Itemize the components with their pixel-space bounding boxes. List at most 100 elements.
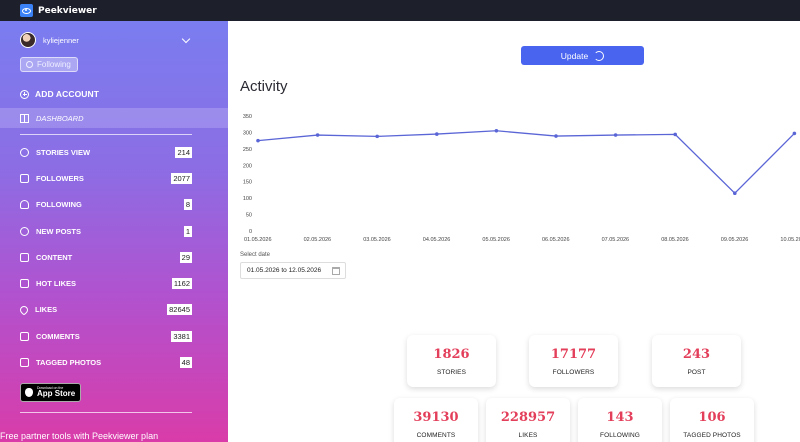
x-tick-label: 01.05.2026 [244,237,272,243]
promo-text: Free partner tools with Peekviewer plan [0,431,159,441]
check-circle-icon [26,61,33,68]
date-range-value: 01.05.2026 to 12.05.2026 [247,267,322,274]
app-store-button[interactable]: Download on the App Store [20,383,81,402]
sidebar-item-label: TAGGED PHOTOS [36,358,102,368]
select-date-label: Select date [240,252,271,258]
sidebar-item-followers[interactable]: FOLLOWERS 2077 [20,165,192,191]
stat-card-post: 243 POST [652,335,741,387]
data-point[interactable] [435,132,439,136]
stat-label: LIKES [518,432,538,439]
data-point[interactable] [733,191,737,196]
plus-circle-icon [20,89,29,99]
y-tick-label: 300 [243,130,252,136]
stat-value: 17177 [550,347,597,362]
add-account-button[interactable]: ADD ACCOUNT [20,89,99,99]
stat-label: FOLLOWING [600,432,640,439]
x-tick-label: 04.05.2026 [423,237,451,243]
sidebar-item-label: CONTENT [36,252,73,262]
x-tick-label: 09.05.2026 [721,237,749,243]
sidebar-item-label: NEW POSTS [36,226,82,236]
sidebar-item-comments[interactable]: COMMENTS 3381 [20,323,192,349]
data-point[interactable] [494,128,499,133]
bulb-icon [20,226,29,236]
sidebar-item-stories-view[interactable]: STORIES VIEW 214 [20,139,192,165]
count-badge: 1 [183,225,192,237]
following-button-label: Following [37,60,71,69]
stat-label: POST [687,369,706,376]
brand-name: Peekviewer [38,5,97,16]
stat-value: 243 [682,347,711,362]
top-bar: Peekviewer [0,0,800,21]
person-icon [20,200,29,210]
heart-icon [18,304,30,316]
stat-card-likes: 228957 LIKES [486,398,570,442]
update-button[interactable]: Update [521,46,644,65]
stat-card-followers: 17177 FOLLOWERS [529,335,618,387]
account-selector[interactable]: kyliejenner [20,31,192,49]
y-tick-label: 200 [243,163,252,169]
x-tick-label: 10.05.2026 [780,237,800,243]
calendar-icon[interactable] [332,267,340,275]
x-tick-label: 02.05.2026 [304,237,332,243]
stat-label: COMMENTS [416,432,456,439]
data-point[interactable] [375,134,379,139]
sidebar-item-label: COMMENTS [36,331,80,341]
count-badge: 8 [183,199,192,211]
stat-label: STORIES [436,369,467,376]
sidebar-item-label: LIKES [35,305,58,315]
sidebar-item-dashboard[interactable]: DASHBOARD [0,108,228,128]
stat-value: 106 [698,410,726,425]
eye-logo-icon [20,4,33,17]
clock-icon [20,147,29,157]
username: kyliejenner [43,35,79,45]
data-point[interactable] [613,133,618,137]
sidebar-item-following[interactable]: FOLLOWING 8 [20,192,192,218]
sidebar-item-hot-likes[interactable]: HOT LIKES 1162 [20,270,192,296]
refresh-icon [594,50,605,61]
data-point[interactable] [256,138,260,143]
data-point[interactable] [315,133,320,137]
chevron-down-icon[interactable] [181,34,191,43]
comment-icon [20,331,29,341]
y-tick-label: 100 [243,196,252,202]
following-button[interactable]: Following [20,57,78,72]
sidebar-item-content[interactable]: CONTENT 29 [20,244,192,270]
sidebar-item-label: STORIES VIEW [36,147,91,157]
data-point[interactable] [673,132,677,137]
y-tick-label: 50 [246,213,252,219]
y-tick-label: 150 [243,180,252,186]
tag-icon [20,358,29,368]
thumbs-up-icon [20,279,29,289]
date-range-input[interactable]: 01.05.2026 to 12.05.2026 [240,262,346,279]
add-account-label: ADD ACCOUNT [35,89,100,99]
update-button-label: Update [560,50,589,61]
stat-value: 39130 [413,410,459,425]
stat-card-stories: 1826 STORIES [407,335,496,387]
count-badge: 1162 [171,278,192,290]
x-tick-label: 08.05.2026 [661,237,689,243]
sidebar-item-label: FOLLOWERS [36,173,84,183]
sidebar-item-new-posts[interactable]: NEW POSTS 1 [20,218,192,244]
y-tick-label: 350 [243,114,252,120]
divider [20,134,192,135]
divider [20,412,192,413]
dashboard-label: DASHBOARD [36,113,84,123]
dashboard-icon [20,113,29,123]
x-tick-label: 05.05.2026 [482,237,510,243]
y-tick-label: 0 [249,229,252,235]
activity-line-chart: 0 50 100 150 200 250 300 350 01.05.2026 02.05.202… [243,114,800,243]
data-point[interactable] [554,134,558,138]
stat-card-comments: 39130 COMMENTS [394,398,478,442]
stat-value: 228957 [500,410,556,425]
data-point[interactable] [792,131,797,136]
page-title: Activity [240,78,288,95]
sidebar-item-likes[interactable]: LIKES 82645 [18,297,192,323]
followers-icon [20,173,29,183]
sidebar: kyliejenner Following ADD ACCOUNT DASHBO… [0,21,228,442]
appstore-small-text: Download on the [37,385,64,390]
sidebar-item-label: FOLLOWING [36,200,82,210]
x-tick-label: 06.05.2026 [542,237,570,243]
y-tick-label: 250 [243,147,252,153]
series-line [257,130,795,195]
sidebar-item-tagged-photos[interactable]: TAGGED PHOTOS 48 [20,349,192,375]
